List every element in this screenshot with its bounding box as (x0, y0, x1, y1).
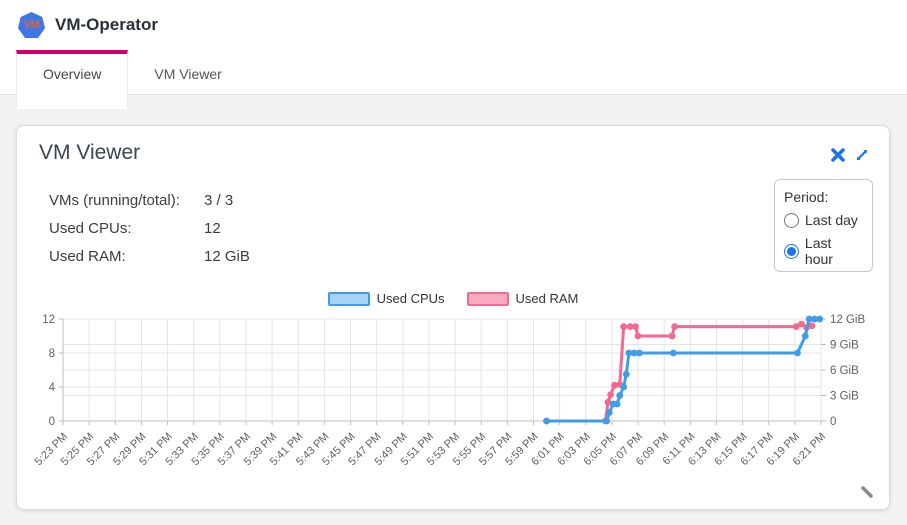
stat-value: 12 GiB (204, 247, 250, 265)
stat-label: Used CPUs: (49, 219, 132, 237)
svg-text:8: 8 (49, 348, 55, 360)
period-option-last-day[interactable]: Last day (784, 212, 863, 228)
app-logo-icon: VM (18, 12, 45, 38)
svg-text:0: 0 (49, 416, 55, 428)
period-option-last-hour[interactable]: Last hour (784, 235, 863, 267)
stat-row-used-ram: Used RAM: 12 GiB (49, 242, 250, 270)
radio-label: Last hour (804, 235, 833, 267)
radio-label: Last day (805, 212, 858, 228)
tab-vm-viewer[interactable]: VM Viewer (154, 66, 222, 82)
expand-icon[interactable] (853, 146, 871, 164)
resize-handle-icon[interactable] (859, 484, 875, 500)
legend-label: Used RAM (515, 291, 579, 306)
stat-label: VMs (running/total): (49, 191, 180, 209)
stat-row-vms: VMs (running/total): 3 / 3 (49, 186, 250, 214)
used-cpus-swatch-icon (327, 291, 370, 306)
last-day-radio[interactable] (784, 212, 799, 228)
svg-text:3 GiB: 3 GiB (830, 391, 859, 403)
stat-value: 12 (204, 219, 221, 237)
app-title: VM-Operator (55, 15, 158, 34)
legend-item-used-ram[interactable]: Used RAM (466, 291, 579, 306)
app-header: VM VM-Operator (0, 0, 907, 50)
tab-overview[interactable]: Overview (16, 50, 129, 109)
svg-text:0: 0 (830, 416, 836, 428)
svg-text:12 GiB: 12 GiB (830, 314, 865, 326)
legend-item-used-cpus[interactable]: Used CPUs (327, 291, 445, 306)
stat-row-used-cpus: Used CPUs: 12 (49, 214, 250, 242)
stats-list: VMs (running/total): 3 / 3 Used CPUs: 12… (49, 186, 250, 270)
svg-text:4: 4 (49, 382, 56, 394)
logo-text: VM (23, 19, 40, 31)
vm-viewer-card: VM Viewer VMs (running/total): 3 / 3 Use (16, 125, 890, 510)
card-title: VM Viewer (39, 141, 141, 164)
period-box: Period: Last day Last hour (774, 179, 873, 272)
legend-label: Used CPUs (376, 291, 445, 306)
svg-text:12: 12 (42, 314, 55, 326)
usage-chart: 5:23 PM5:25 PM5:27 PM5:29 PM5:31 PM5:33 … (33, 314, 866, 468)
stat-label: Used RAM: (49, 247, 126, 265)
chart-legend: Used CPUs Used RAM (17, 291, 889, 306)
period-label: Period: (784, 189, 829, 205)
tab-bar: Overview VM Viewer (0, 50, 907, 109)
last-hour-radio[interactable] (784, 243, 799, 259)
svg-text:9 GiB: 9 GiB (830, 340, 859, 352)
stat-value: 3 / 3 (204, 191, 234, 209)
card-actions (830, 146, 871, 164)
close-icon[interactable] (830, 147, 846, 163)
used-ram-swatch-icon (466, 291, 509, 306)
svg-text:6 GiB: 6 GiB (830, 365, 859, 377)
content-area: VM Viewer VMs (running/total): 3 / 3 Use (0, 96, 907, 525)
